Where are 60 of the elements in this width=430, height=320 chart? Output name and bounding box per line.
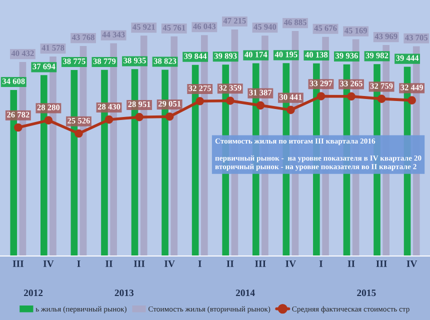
x-tick-label: IV: [406, 260, 418, 268]
data-label: 32 449: [400, 84, 423, 90]
x-tick-label: III: [255, 260, 266, 267]
x-tick-label: IV: [43, 260, 54, 268]
point: [408, 96, 416, 104]
data-label: 39 444: [396, 55, 419, 61]
x-tick-label: IV: [286, 260, 296, 268]
data-label: 40 138: [305, 52, 328, 58]
text: 2015: [357, 290, 376, 296]
point: [256, 101, 265, 110]
x-tick-label: III: [134, 260, 145, 267]
point: [14, 123, 22, 132]
data-label: 32 359: [218, 85, 242, 91]
data-label: 38 779: [93, 58, 116, 64]
data-label: 38 823: [154, 58, 176, 64]
point: [377, 94, 386, 103]
data-label: 39 844: [184, 53, 207, 59]
x-tick-label: IV: [164, 260, 175, 268]
data-label: 32 759: [370, 83, 393, 89]
data-label: 28 430: [98, 104, 120, 110]
data-label: 30 441: [280, 94, 302, 100]
x-tick-label: I: [198, 260, 202, 267]
data-label: 31 387: [249, 90, 272, 96]
point: [135, 112, 144, 122]
data-label: 29 051: [158, 100, 181, 107]
data-label: 40 195: [274, 52, 298, 58]
point: [165, 112, 174, 121]
data-label: 33 297: [310, 80, 332, 86]
x-tick-label: I: [77, 260, 80, 267]
data-label: 39 936: [336, 52, 358, 59]
x-tick-label: II: [226, 260, 234, 267]
data-label: 37 694: [32, 64, 56, 70]
data-label: 28 280: [37, 104, 60, 110]
point: [74, 129, 83, 138]
x-tick-label: II: [106, 260, 112, 267]
x-tick-label: II: [348, 260, 355, 267]
text: 2014: [236, 290, 255, 296]
point: [104, 115, 114, 124]
point: [196, 96, 204, 106]
point: [316, 92, 326, 100]
data-label: 39 893: [214, 53, 237, 59]
point: [286, 106, 295, 114]
data-label: 34 608: [2, 78, 25, 84]
x-tick-label: I: [319, 260, 323, 267]
point: [44, 116, 53, 124]
data-label: 39 982: [366, 52, 388, 58]
data-label: 28 951: [128, 101, 150, 108]
data-label: 25 526: [68, 118, 90, 124]
data-label: 38 775: [63, 58, 86, 64]
x-tick-label: III: [12, 260, 24, 267]
point: [226, 96, 234, 105]
data-label: 33 265: [340, 80, 362, 86]
data-label: 40 174: [244, 52, 268, 58]
text: 2013: [114, 290, 134, 296]
text: 2012: [24, 290, 43, 296]
data-label: 38 935: [124, 58, 146, 64]
x-tick-label: III: [376, 260, 387, 267]
data-label: 26 782: [7, 112, 30, 118]
point: [347, 92, 356, 101]
data-label: 32 275: [188, 86, 212, 92]
